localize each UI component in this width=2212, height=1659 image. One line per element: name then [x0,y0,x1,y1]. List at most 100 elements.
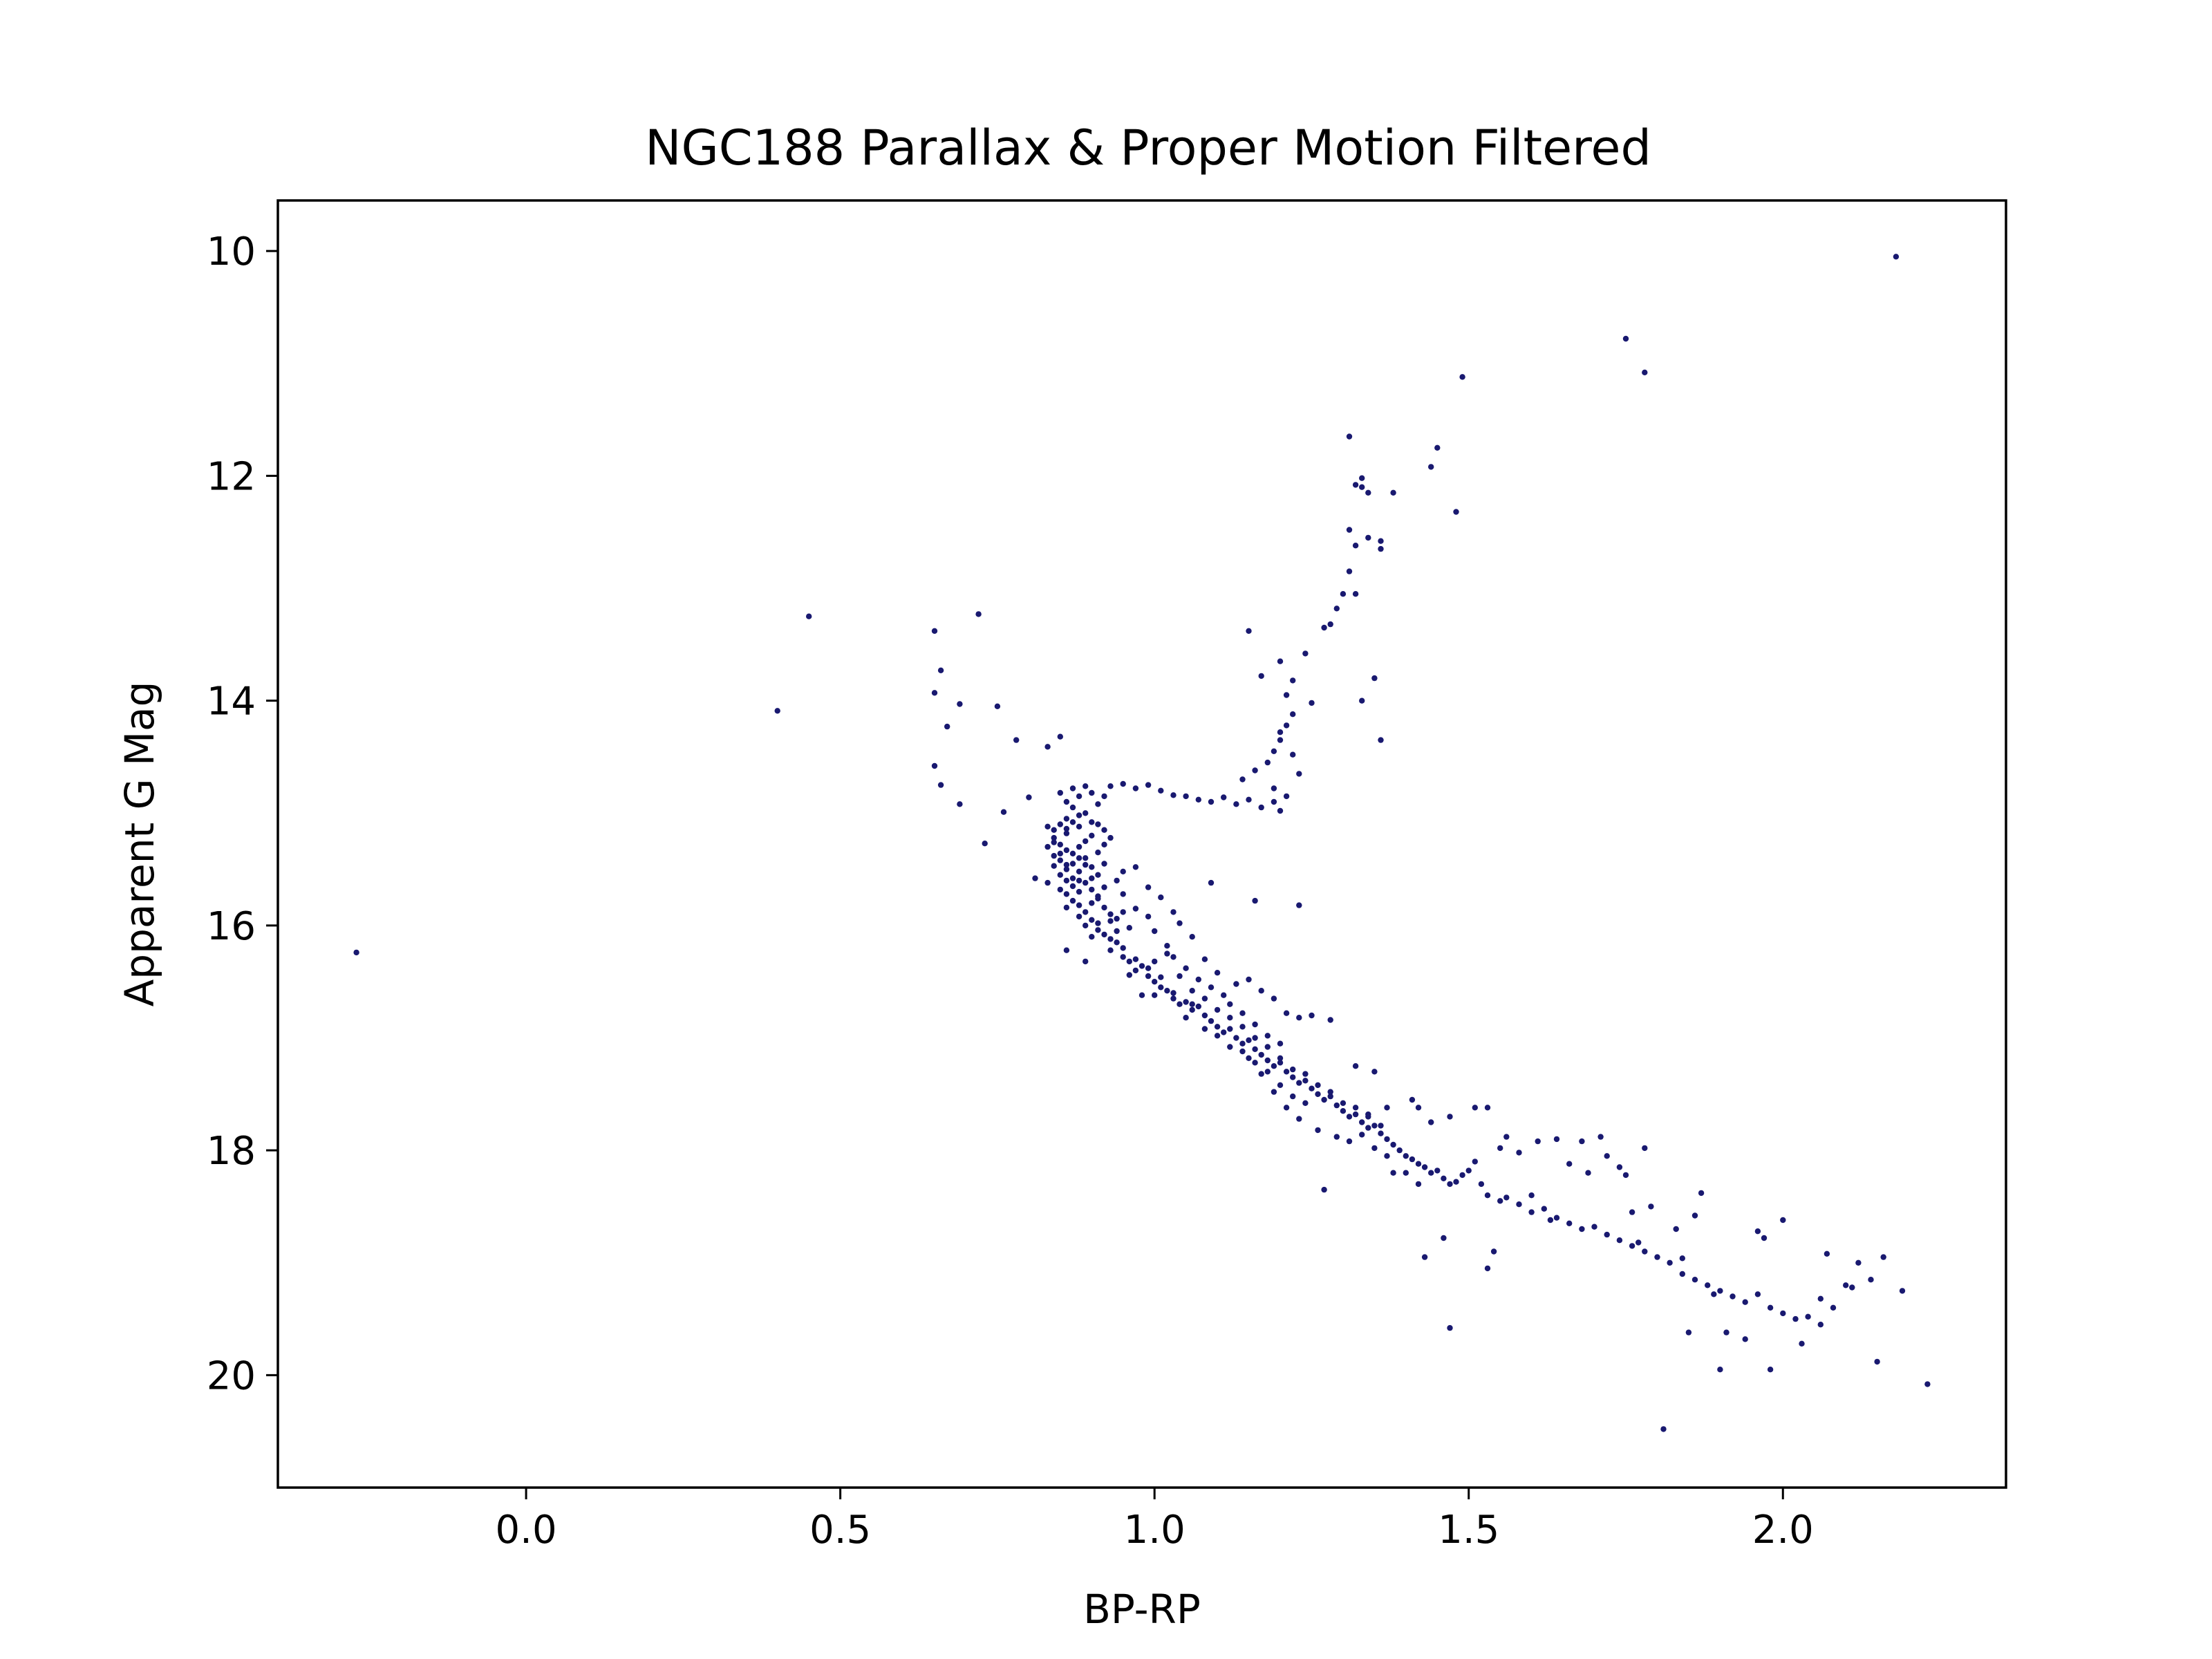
chart-title: NGC188 Parallax & Proper Motion Filtered [645,120,1651,176]
data-point [1120,945,1126,951]
data-point [1233,1035,1239,1041]
data-point [1667,1259,1673,1266]
data-point [1069,850,1076,857]
data-point [1283,722,1290,729]
data-point [1271,995,1277,1002]
data-point [1057,850,1064,857]
data-point [1277,807,1284,814]
data-point [1390,489,1396,496]
data-point [1082,838,1089,845]
data-point [1622,335,1629,342]
data-point [1855,1259,1862,1266]
data-point [1283,793,1290,800]
y-tick-label: 18 [207,1129,256,1174]
data-point [1503,1194,1510,1201]
data-point [1252,1021,1258,1028]
data-point [1051,834,1057,841]
data-point [1214,970,1221,976]
data-point [1132,785,1139,791]
data-point [1528,1209,1535,1215]
data-point [1076,888,1082,895]
data-point [1183,999,1189,1005]
data-point [1296,1080,1302,1086]
data-point [1095,895,1101,902]
data-point [1170,792,1177,798]
data-point [1183,965,1189,971]
data-point [1346,568,1353,574]
data-point [1258,1071,1264,1077]
data-point [1120,909,1126,915]
data-point [1384,1136,1390,1143]
data-point [1164,988,1170,994]
data-point [1057,857,1064,863]
data-point [1333,1134,1340,1140]
data-point [1566,1161,1573,1167]
data-point [1258,988,1264,994]
data-point [1698,1190,1705,1197]
data-point [1434,1168,1441,1174]
data-point [1849,1284,1855,1291]
data-point [1114,877,1120,884]
data-point [1352,482,1359,488]
data-point [1189,934,1195,940]
data-point [1541,1206,1547,1212]
data-point [1089,886,1095,893]
data-point [1095,872,1101,878]
data-point [1089,864,1095,870]
y-tick-label: 14 [207,679,256,724]
data-point [1679,1271,1685,1277]
data-point [1089,789,1095,796]
data-point [1258,1051,1264,1058]
data-point [1415,1181,1422,1188]
data-point [1365,489,1371,496]
data-point [1497,1198,1503,1204]
data-point [1189,1001,1195,1007]
data-point [1239,1040,1246,1047]
data-point [994,703,1001,709]
data-point [1126,958,1133,965]
data-point [1082,879,1089,886]
data-point [1069,883,1076,890]
data-point [1730,1293,1736,1300]
data-point [1428,1119,1434,1125]
data-point [1132,967,1139,974]
data-point [1648,1203,1654,1210]
data-point [1069,875,1076,881]
data-point [1214,1006,1221,1013]
data-point [1843,1282,1849,1288]
data-point [1076,793,1082,800]
data-point [1359,1119,1365,1125]
data-point [1208,879,1215,886]
data-point [1201,1026,1208,1032]
data-point [1152,958,1158,965]
data-point [1246,1055,1252,1062]
data-point [1447,1114,1453,1120]
data-point [1516,1201,1522,1208]
y-tick-label: 20 [207,1353,256,1398]
data-point [1691,1212,1698,1219]
data-point [1371,1123,1378,1129]
data-point [1076,855,1082,861]
data-point [1145,973,1152,980]
data-point [1616,1164,1623,1170]
data-point [774,708,780,714]
data-point [1258,804,1264,811]
data-point [1051,863,1057,869]
data-point [1044,744,1051,750]
data-point [1189,988,1195,994]
data-point [1057,733,1064,740]
data-point [1101,861,1107,867]
data-point [1082,958,1089,965]
data-point [1290,1074,1296,1080]
data-point [1384,1105,1390,1111]
y-tick-label: 10 [207,229,256,274]
data-point [1233,801,1239,807]
data-point [1309,1085,1315,1091]
data-point [1152,992,1158,998]
x-axis-ticks: 0.0 0.5 1.0 1.5 2.0 [496,1488,1814,1553]
data-point [1321,1096,1327,1103]
data-point [1874,1358,1880,1365]
data-point [1177,920,1183,926]
x-axis-label: BP-RP [1083,1586,1201,1633]
